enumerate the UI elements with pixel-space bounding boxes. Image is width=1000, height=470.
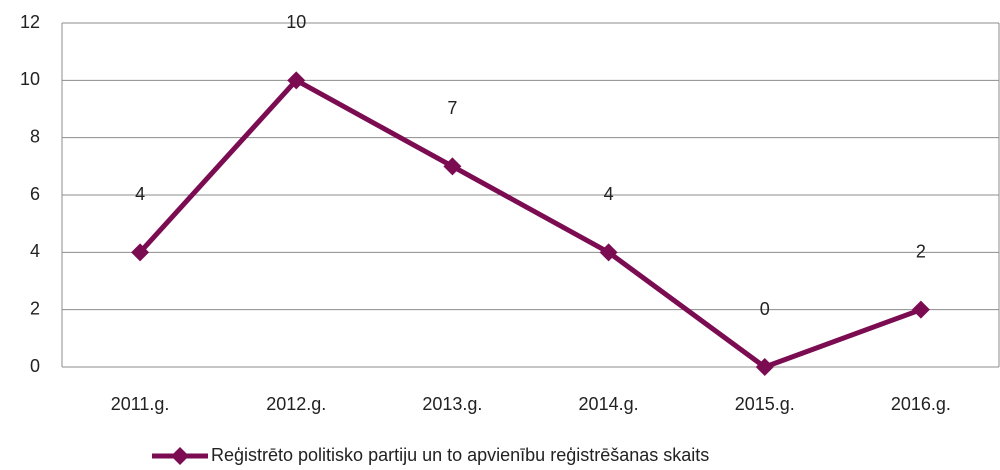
data-label: 0: [760, 299, 770, 319]
data-label: 4: [135, 184, 145, 204]
marker: [755, 358, 774, 376]
x-tick-label: 2012.g.: [266, 394, 326, 414]
data-label: 4: [604, 184, 614, 204]
marker: [911, 300, 930, 319]
marker: [131, 243, 150, 262]
data-label: 7: [447, 98, 457, 118]
marker: [599, 243, 618, 262]
series-line: [138, 77, 922, 370]
y-tick-label: 4: [30, 241, 40, 261]
y-tick-label: 6: [30, 184, 40, 204]
x-tick-label: 2014.g.: [579, 394, 639, 414]
y-tick-label: 8: [30, 126, 40, 146]
legend-label: Reģistrēto politisko partiju un to apvie…: [211, 445, 709, 465]
x-tick-label: 2015.g.: [735, 394, 795, 414]
marker: [287, 71, 306, 90]
y-tick-label: 10: [20, 69, 40, 89]
y-tick-label: 0: [30, 356, 40, 376]
x-tick-label: 2011.g.: [111, 394, 170, 414]
data-label: 10: [286, 12, 306, 32]
marker: [443, 157, 462, 176]
y-tick-label: 2: [30, 298, 40, 318]
data-label: 2: [916, 241, 926, 261]
y-tick-label: 12: [20, 12, 40, 32]
legend-marker: [171, 447, 189, 465]
x-tick-label: 2016.g.: [891, 394, 951, 414]
x-tick-label: 2013.g.: [422, 394, 482, 414]
